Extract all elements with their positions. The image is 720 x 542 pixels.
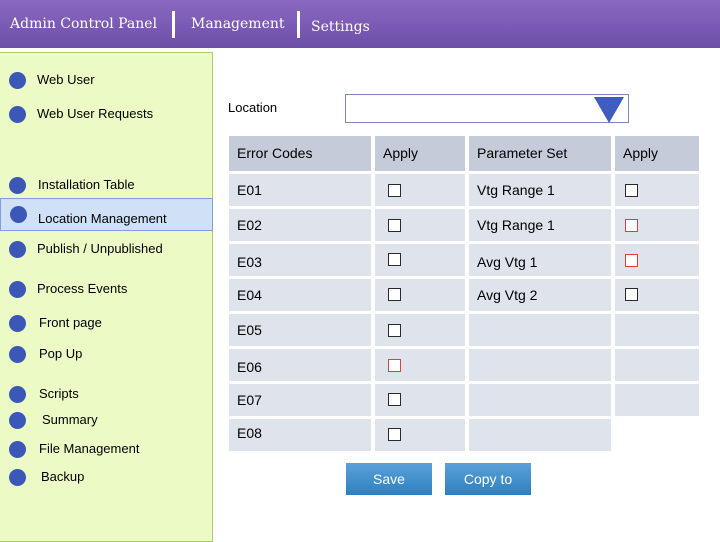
table-cell-parameter: Vtg Range 1 — [469, 209, 611, 241]
apply-checkbox[interactable] — [388, 359, 401, 372]
bullet-icon — [9, 177, 26, 194]
sidebar-item-scripts[interactable]: Scripts — [0, 380, 200, 408]
dropdown-arrow-icon[interactable] — [594, 97, 624, 123]
bullet-icon — [9, 241, 26, 258]
apply-checkbox[interactable] — [388, 428, 401, 441]
table-cell-error-code: E07 — [229, 384, 371, 416]
top-nav-bar: Admin Control Panel Management Settings — [0, 0, 720, 48]
sidebar-item-label: Pop Up — [39, 346, 83, 361]
param-apply-checkbox[interactable] — [625, 184, 638, 197]
sidebar-item-label: Summary — [42, 412, 98, 427]
table-header-parameter-set: Parameter Set — [469, 136, 611, 171]
table-cell-apply — [615, 244, 699, 276]
table-cell-apply — [375, 174, 465, 206]
apply-checkbox[interactable] — [388, 324, 401, 337]
tab-separator — [297, 11, 300, 38]
table-cell-error-code: E06 — [229, 349, 371, 381]
bullet-icon — [10, 206, 27, 223]
sidebar-item-installation-table[interactable]: Installation Table — [0, 171, 200, 199]
tab-admin-control-panel[interactable]: Admin Control Panel — [10, 16, 158, 32]
apply-checkbox[interactable] — [388, 219, 401, 232]
sidebar-item-backup[interactable]: Backup — [0, 463, 200, 491]
param-apply-checkbox[interactable] — [625, 254, 638, 267]
apply-checkbox[interactable] — [388, 184, 401, 197]
param-apply-checkbox[interactable] — [625, 288, 638, 301]
bullet-icon — [9, 386, 26, 403]
table-cell-error-code: E04 — [229, 279, 371, 311]
table-cell-apply — [615, 174, 699, 206]
table-cell-apply — [615, 209, 699, 241]
sidebar-panel — [0, 52, 213, 542]
bullet-icon — [9, 281, 26, 298]
table-cell-error-code: E01 — [229, 174, 371, 206]
sidebar-item-label: File Management — [39, 441, 140, 456]
sidebar-item-label: Scripts — [39, 386, 79, 401]
sidebar-item-summary[interactable]: Summary — [0, 406, 200, 434]
copy-to-button[interactable]: Copy to — [445, 463, 531, 495]
table-cell-apply — [375, 349, 465, 381]
location-label: Location — [228, 100, 278, 115]
sidebar-item-label: Process Events — [37, 281, 128, 296]
table-cell-error-code: E08 — [229, 419, 371, 451]
sidebar-item-web-user-requests[interactable]: Web User Requests — [0, 100, 200, 128]
table-header-error-codes: Error Codes — [229, 136, 371, 171]
bullet-icon — [9, 72, 26, 89]
location-dropdown[interactable] — [345, 94, 629, 123]
bullet-icon — [9, 346, 26, 363]
bullet-icon — [9, 469, 26, 486]
table-cell-apply — [375, 384, 465, 416]
sidebar-item-process-events[interactable]: Process Events — [0, 275, 200, 303]
table-cell-parameter — [469, 384, 611, 416]
bullet-icon — [9, 315, 26, 332]
apply-checkbox[interactable] — [388, 253, 401, 266]
bullet-icon — [9, 441, 26, 458]
table-cell-parameter — [469, 419, 611, 451]
table-cell-error-code: E03 — [229, 244, 371, 276]
table-cell-apply — [615, 384, 699, 416]
sidebar-item-label: Publish / Unpublished — [37, 241, 163, 256]
table-cell-error-code: E05 — [229, 314, 371, 346]
apply-checkbox[interactable] — [388, 288, 401, 301]
sidebar-item-label: Front page — [39, 315, 102, 330]
table-cell-apply — [615, 279, 699, 311]
tab-separator — [172, 11, 175, 38]
sidebar-item-web-user[interactable]: Web User — [0, 66, 200, 94]
bullet-icon — [9, 412, 26, 429]
table-cell-parameter — [469, 314, 611, 346]
table-header-apply: Apply — [615, 136, 699, 171]
bullet-icon — [9, 106, 26, 123]
sidebar-item-label: Web User Requests — [37, 106, 154, 121]
sidebar-item-front-page[interactable]: Front page — [0, 309, 200, 337]
apply-checkbox[interactable] — [388, 393, 401, 406]
sidebar-item-file-management[interactable]: File Management — [0, 435, 200, 463]
sidebar-item-pop-up[interactable]: Pop Up — [0, 340, 200, 368]
sidebar-item-publish-unpublished[interactable]: Publish / Unpublished — [0, 235, 200, 263]
table-cell-parameter: Avg Vtg 2 — [469, 279, 611, 311]
sidebar-item-label: Location Management — [38, 211, 167, 226]
table-cell-apply — [375, 279, 465, 311]
sidebar-item-label: Web User — [37, 72, 95, 87]
param-apply-checkbox[interactable] — [625, 219, 638, 232]
table-cell-error-code: E02 — [229, 209, 371, 241]
tab-settings[interactable]: Settings — [311, 19, 370, 35]
table-cell-parameter: Avg Vtg 1 — [469, 244, 611, 276]
table-cell-parameter — [469, 349, 611, 381]
table-cell-apply — [615, 314, 699, 346]
table-cell-apply — [375, 209, 465, 241]
save-button[interactable]: Save — [346, 463, 432, 495]
table-cell-apply — [615, 349, 699, 381]
sidebar — [0, 48, 214, 542]
table-header-apply: Apply — [375, 136, 465, 171]
sidebar-item-label: Backup — [41, 469, 85, 484]
table-cell-apply — [375, 244, 465, 276]
tab-management[interactable]: Management — [191, 16, 285, 32]
table-cell-parameter: Vtg Range 1 — [469, 174, 611, 206]
table-cell-apply — [375, 314, 465, 346]
table-cell-apply — [375, 419, 465, 451]
sidebar-item-location-management[interactable]: Location Management — [0, 198, 213, 231]
sidebar-item-label: Installation Table — [38, 177, 135, 192]
